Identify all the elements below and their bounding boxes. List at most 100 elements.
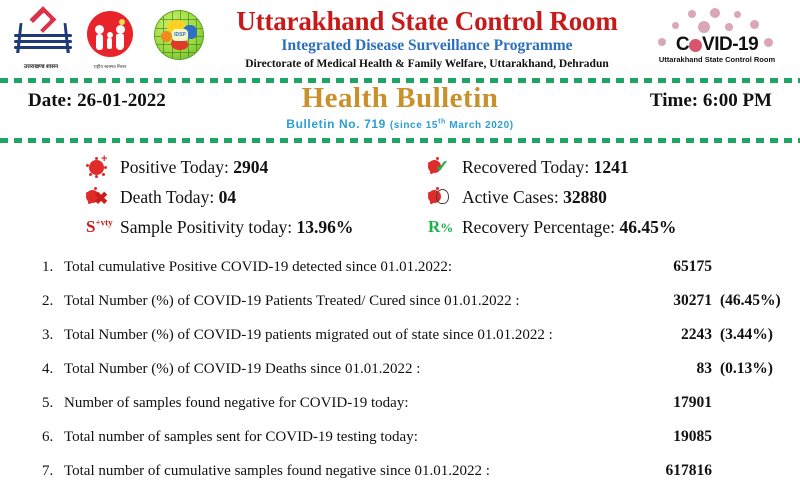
stat-text: Sample Positivity today: xyxy=(120,216,293,237)
bulletin-bar: Date: 26-01-2022 Health Bulletin Time: 6… xyxy=(0,82,800,138)
svty-sup: +vty xyxy=(95,217,113,228)
page-title: Uttarakhand State Control Room xyxy=(236,6,618,36)
date-value: 26-01-2022 xyxy=(77,90,166,111)
stat-value: 04 xyxy=(218,186,237,207)
divider-middle xyxy=(0,138,800,144)
stat-label-positive-today: Positive Today: 2904 xyxy=(120,157,268,178)
bulletin-date: Date: 26-01-2022 xyxy=(28,90,166,112)
stat-active-cases: Active Cases: 32880 xyxy=(400,186,800,208)
stat-text: Positive Today: xyxy=(120,156,229,177)
list-item: 4. Total Number (%) of COVID-19 Deaths s… xyxy=(0,360,800,394)
rpct-symbol: % xyxy=(440,220,454,235)
stat-text: Death Today: xyxy=(120,186,215,207)
stats-row-1: + Positive Today: 2904 ✓ Recovered T xyxy=(0,152,800,182)
stats-row-2: ✖ Death Today: 04 Active Cases: xyxy=(0,182,800,212)
date-label: Date: xyxy=(28,90,73,111)
list-item-value: 17901 xyxy=(673,394,712,411)
bulletin-no-value: 719 xyxy=(364,117,386,131)
list-item-value: 83 xyxy=(696,360,713,377)
list-item-value: 19085 xyxy=(673,428,712,445)
list-item-number: 3. xyxy=(42,327,54,343)
list-item: 2. Total Number (%) of COVID-19 Patients… xyxy=(0,292,800,326)
list-item-percent: (3.44%) xyxy=(720,326,773,343)
stat-label-active-cases: Active Cases: 32880 xyxy=(462,187,607,208)
stat-label-sample-positivity: Sample Positivity today: 13.96% xyxy=(120,217,353,238)
covid-19-wordmark: C VID-19 xyxy=(642,34,792,56)
uttarakhand-logo-label: उत्तराखण्ड शासन xyxy=(23,64,58,70)
bulletin-list: 1. Total cumulative Positive COVID-19 de… xyxy=(0,258,800,496)
list-item-number: 7. xyxy=(42,463,54,479)
covid-text-left: C xyxy=(675,34,690,55)
list-item-text: Total Number (%) of COVID-19 patients mi… xyxy=(64,327,553,343)
virus-check-icon: ✓ xyxy=(428,156,462,178)
bulletin-number-line: Bulletin No. 719 (since 15th March 2020) xyxy=(0,117,800,131)
bulletin-since-post: March 2020) xyxy=(445,120,514,131)
nhm-logo-label: राष्ट्रीय स्वास्थ्य मिशन xyxy=(93,64,127,69)
rpct-letter: R xyxy=(428,217,441,236)
list-item-value: 617816 xyxy=(665,462,713,479)
covid-logo-caption: Uttarakhand State Control Room xyxy=(658,55,776,64)
time-value: 6:00 PM xyxy=(702,90,772,111)
stat-value: 46.45% xyxy=(619,216,677,237)
nhm-circle-icon xyxy=(87,11,133,57)
divider-top xyxy=(0,78,800,84)
stat-recovered-today: ✓ Recovered Today: 1241 xyxy=(400,156,800,178)
stat-label-death-today: Death Today: 04 xyxy=(120,187,236,208)
covid-19-logo: C VID-19 Uttarakhand State Control Room xyxy=(642,8,792,68)
list-item-number: 2. xyxy=(42,293,54,309)
list-item: 3. Total Number (%) of COVID-19 patients… xyxy=(0,326,800,360)
list-item-text: Total Number (%) of COVID-19 Deaths sinc… xyxy=(64,361,421,377)
bulletin-since: (since 15th March 2020) xyxy=(390,118,514,131)
stat-death-today: ✖ Death Today: 04 xyxy=(0,186,400,208)
header-title-block: Uttarakhand State Control Room Integrate… xyxy=(212,6,642,72)
page-subtitle: Integrated Disease Surveillance Programm… xyxy=(281,37,573,54)
list-item-value: 30271 xyxy=(673,292,712,309)
virus-active-icon xyxy=(428,186,462,208)
bulletin-time: Time: 6:00 PM xyxy=(650,90,772,112)
stat-sample-positivity: S+vty Sample Positivity today: 13.96% xyxy=(0,217,400,238)
list-item-percent: (0.13%) xyxy=(720,360,773,377)
list-item-number: 6. xyxy=(42,429,54,445)
recovery-percent-icon: R% xyxy=(428,217,462,237)
page-directorate: Directorate of Medical Health & Family W… xyxy=(245,58,609,70)
stat-positive-today: + Positive Today: 2904 xyxy=(0,153,400,178)
stat-label-recovery-percentage: Recovery Percentage: 46.45% xyxy=(462,217,676,238)
list-item: 7. Total number of cumulative samples fo… xyxy=(0,462,800,496)
stat-text: Recovery Percentage: xyxy=(462,216,616,237)
virus-o-icon xyxy=(689,39,703,52)
sample-positivity-icon: S+vty xyxy=(86,217,120,237)
stat-value: 1241 xyxy=(593,156,629,177)
time-label: Time: xyxy=(649,90,699,111)
globe-icon: IDSP xyxy=(154,10,204,60)
svty-letter: S xyxy=(86,217,96,236)
list-item-percent: (46.45%) xyxy=(720,292,781,309)
virus-positive-icon: + xyxy=(86,153,120,178)
stat-recovery-percentage: R% Recovery Percentage: 46.45% xyxy=(400,217,800,238)
stat-text: Recovered Today: xyxy=(462,156,590,177)
stats-row-3: S+vty Sample Positivity today: 13.96% R%… xyxy=(0,212,800,242)
bulletin-no-label: Bulletin No. xyxy=(286,117,361,131)
bulletin-since-sup: th xyxy=(438,118,446,126)
stats-grid: + Positive Today: 2904 ✓ Recovered T xyxy=(0,144,800,252)
list-item-text: Total number of cumulative samples found… xyxy=(64,463,490,479)
list-item-number: 4. xyxy=(42,361,54,377)
covid-text-right: VID-19 xyxy=(702,34,759,55)
header-logos: उत्तराखण्ड शासन राष्ट्रीय स्वास्थ्य मिशन xyxy=(8,6,212,70)
stat-value: 2904 xyxy=(233,156,269,177)
national-health-mission-logo: राष्ट्रीय स्वास्थ्य मिशन xyxy=(77,6,143,70)
page-header: उत्तराखण्ड शासन राष्ट्रीय स्वास्थ्य मिशन xyxy=(0,0,800,78)
list-item-value: 2243 xyxy=(681,326,712,343)
list-item-value: 65175 xyxy=(673,258,712,275)
list-item-text: Total number of samples sent for COVID-1… xyxy=(64,429,418,445)
list-item-text: Number of samples found negative for COV… xyxy=(64,395,409,411)
stat-value: 32880 xyxy=(563,186,607,207)
stat-label-recovered-today: Recovered Today: 1241 xyxy=(462,157,629,178)
idsp-label: IDSP xyxy=(172,29,188,41)
virus-death-icon: ✖ xyxy=(86,186,120,208)
stat-value: 13.96% xyxy=(296,216,354,237)
uttarakhand-government-logo: उत्तराखण्ड शासन xyxy=(8,6,74,70)
uttarakhand-emblem-icon xyxy=(14,6,72,56)
list-item-text: Total cumulative Positive COVID-19 detec… xyxy=(64,259,453,275)
list-item: 1. Total cumulative Positive COVID-19 de… xyxy=(0,258,800,292)
